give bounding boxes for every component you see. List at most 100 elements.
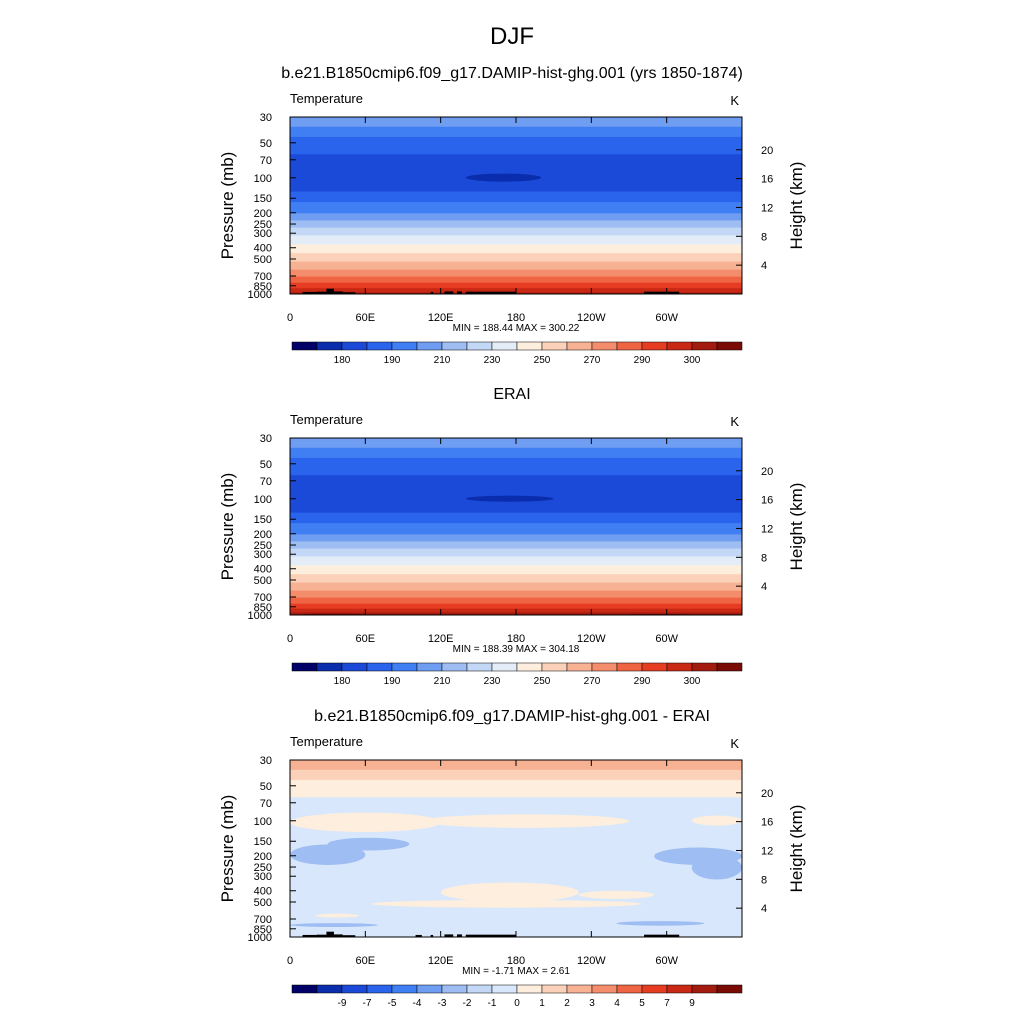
contour-region bbox=[691, 855, 742, 880]
colorbar-swatch bbox=[441, 662, 468, 672]
lon-tick-label: 120E bbox=[428, 633, 454, 645]
colorbar-swatch bbox=[516, 984, 543, 994]
y-axis-label-right: Height (km) bbox=[787, 162, 806, 250]
colorbar-swatch bbox=[416, 984, 443, 994]
terrain-mask bbox=[430, 934, 434, 937]
colorbar-swatch bbox=[541, 662, 568, 672]
terrain-mask bbox=[326, 288, 334, 294]
colorbar-swatch bbox=[716, 984, 743, 994]
panel-units: K bbox=[730, 414, 739, 429]
lon-tick-label: 120E bbox=[428, 955, 454, 967]
colorbar-swatch bbox=[691, 984, 718, 994]
colorbar-swatch bbox=[516, 341, 543, 351]
height-tick-label: 4 bbox=[761, 581, 767, 593]
colorbar-swatch bbox=[466, 984, 493, 994]
contour-band bbox=[290, 564, 742, 575]
terrain-mask bbox=[342, 935, 356, 937]
contour-band bbox=[290, 547, 742, 557]
panel-variable: Temperature bbox=[290, 412, 363, 427]
lon-tick-label: 60W bbox=[655, 955, 678, 967]
colorbar-swatch bbox=[341, 662, 368, 672]
plot-area bbox=[290, 760, 742, 937]
height-tick-label: 12 bbox=[761, 523, 773, 535]
panel-units: K bbox=[730, 93, 739, 108]
colorbar-label: 0 bbox=[514, 998, 520, 1009]
terrain-mask bbox=[316, 291, 327, 294]
figure-title: DJF bbox=[490, 23, 534, 50]
pressure-tick-label: 700 bbox=[254, 592, 272, 604]
colorbar-swatch bbox=[416, 662, 443, 672]
contour-band bbox=[290, 522, 742, 535]
pressure-tick-label: 50 bbox=[260, 781, 272, 793]
contour-region bbox=[578, 890, 655, 899]
colorbar-swatch bbox=[641, 341, 668, 351]
contour-band bbox=[290, 555, 742, 566]
pressure-tick-label: 500 bbox=[254, 897, 272, 909]
colorbar-label: 2 bbox=[564, 998, 570, 1009]
colorbar-swatch bbox=[616, 662, 643, 672]
y-axis-label-left: Pressure (mb) bbox=[218, 473, 237, 581]
colorbar-swatch bbox=[616, 984, 643, 994]
contour-band bbox=[290, 260, 742, 270]
colorbar-swatch bbox=[316, 984, 343, 994]
stats-label: MIN = -1.71 MAX = 2.61 bbox=[462, 966, 570, 977]
colorbar-label: 300 bbox=[684, 676, 701, 687]
colorbar-swatch bbox=[291, 984, 318, 994]
colorbar-swatch bbox=[691, 341, 718, 351]
panel-1: b.e21.B1850cmip6.f09_g17.DAMIP-hist-ghg.… bbox=[218, 65, 806, 366]
colorbar-swatch bbox=[316, 662, 343, 672]
colorbar-label: 3 bbox=[589, 998, 595, 1009]
colorbar-swatch bbox=[616, 341, 643, 351]
colorbar-label: 9 bbox=[689, 998, 695, 1009]
colorbar-label: -5 bbox=[388, 998, 397, 1009]
colorbar-swatch bbox=[641, 662, 668, 672]
contour-band bbox=[290, 590, 742, 598]
colorbar-swatch bbox=[591, 662, 618, 672]
colorbar-label: 250 bbox=[534, 355, 551, 366]
pressure-tick-label: 700 bbox=[254, 914, 272, 926]
colorbar-label: -3 bbox=[438, 998, 447, 1009]
colorbar-label: 180 bbox=[334, 355, 351, 366]
panel-title: ERAI bbox=[493, 386, 530, 403]
contour-band bbox=[290, 533, 742, 542]
colorbar-swatch bbox=[391, 662, 418, 672]
colorbar-swatch bbox=[666, 984, 693, 994]
colorbar-swatch bbox=[441, 341, 468, 351]
terrain-mask bbox=[456, 291, 463, 294]
plot-area bbox=[290, 117, 742, 294]
colorbar-swatch bbox=[666, 341, 693, 351]
panel-title: b.e21.B1850cmip6.f09_g17.DAMIP-hist-ghg.… bbox=[281, 65, 743, 82]
contour-region bbox=[691, 815, 742, 826]
colorbar-swatch bbox=[566, 662, 593, 672]
pressure-tick-label: 250 bbox=[254, 862, 272, 874]
colorbar-label: 180 bbox=[334, 676, 351, 687]
plot-area bbox=[290, 438, 742, 615]
lon-tick-label: 180 bbox=[507, 633, 525, 645]
pressure-tick-label: 700 bbox=[254, 271, 272, 283]
height-tick-label: 4 bbox=[761, 903, 767, 915]
colorbar-label: -9 bbox=[338, 998, 347, 1009]
colorbar-swatch bbox=[366, 662, 393, 672]
contour-band bbox=[290, 219, 742, 228]
contour-region bbox=[465, 173, 542, 182]
pressure-tick-label: 30 bbox=[260, 755, 272, 767]
pressure-tick-label: 150 bbox=[254, 514, 272, 526]
panel-3: b.e21.B1850cmip6.f09_g17.DAMIP-hist-ghg.… bbox=[218, 708, 806, 1009]
pressure-tick-label: 70 bbox=[260, 155, 272, 167]
height-tick-label: 12 bbox=[761, 202, 773, 214]
pressure-tick-label: 850 bbox=[254, 924, 272, 936]
contour-band bbox=[290, 596, 742, 604]
colorbar-label: 300 bbox=[684, 355, 701, 366]
height-tick-label: 16 bbox=[761, 495, 773, 507]
height-tick-label: 20 bbox=[761, 788, 773, 800]
terrain-mask bbox=[302, 934, 317, 937]
lon-tick-label: 60W bbox=[655, 312, 678, 324]
contour-region bbox=[371, 899, 642, 908]
colorbar-label: 5 bbox=[639, 998, 645, 1009]
contour-band bbox=[290, 769, 742, 780]
pressure-tick-label: 70 bbox=[260, 798, 272, 810]
colorbar-swatch bbox=[541, 341, 568, 351]
contour-region bbox=[327, 837, 410, 851]
terrain-mask bbox=[644, 934, 680, 937]
pressure-tick-label: 50 bbox=[260, 138, 272, 150]
